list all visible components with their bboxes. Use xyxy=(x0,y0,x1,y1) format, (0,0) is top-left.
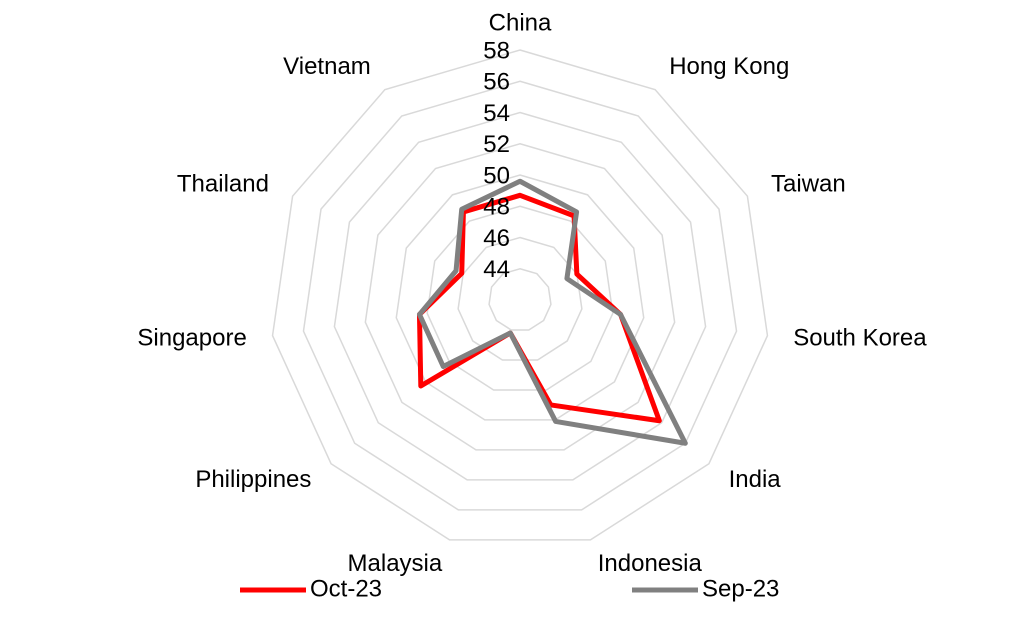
grid-ring xyxy=(426,205,614,391)
tick-label: 50 xyxy=(483,162,510,189)
grid-ring xyxy=(364,142,676,451)
grid-ring xyxy=(302,80,738,511)
category-label: Indonesia xyxy=(598,550,703,577)
series-line xyxy=(416,178,688,446)
tick-label: 54 xyxy=(483,100,510,127)
grid-ring xyxy=(457,236,583,361)
category-label: Taiwan xyxy=(771,171,846,198)
category-label: Singapore xyxy=(137,325,246,352)
grid-ring xyxy=(271,49,769,541)
grid-ring xyxy=(395,174,645,421)
tick-label: 46 xyxy=(483,225,510,252)
grid-ring xyxy=(488,267,552,331)
tick-label: 44 xyxy=(483,256,510,283)
grid-ring xyxy=(333,111,707,481)
category-label: India xyxy=(729,466,782,493)
tick-label: 58 xyxy=(483,37,510,64)
category-label: Philippines xyxy=(195,466,311,493)
category-label: China xyxy=(489,9,552,36)
category-label: Malaysia xyxy=(348,550,443,577)
category-label: Hong Kong xyxy=(669,53,789,80)
tick-label: 52 xyxy=(483,131,510,158)
legend-label: Oct-23 xyxy=(310,575,382,602)
category-label: South Korea xyxy=(793,325,927,352)
tick-label: 56 xyxy=(483,69,510,96)
category-label: Thailand xyxy=(177,171,269,198)
category-label: Vietnam xyxy=(283,53,371,80)
legend-label: Sep-23 xyxy=(702,575,779,602)
tick-label: 48 xyxy=(483,194,510,221)
